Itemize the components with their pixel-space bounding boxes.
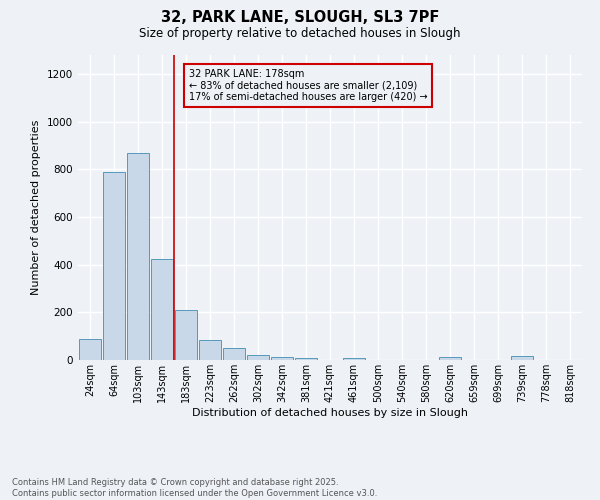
Text: 32 PARK LANE: 178sqm
← 83% of detached houses are smaller (2,109)
17% of semi-de: 32 PARK LANE: 178sqm ← 83% of detached h… (189, 68, 428, 102)
Text: Size of property relative to detached houses in Slough: Size of property relative to detached ho… (139, 28, 461, 40)
Bar (223, 348, 245, 360)
Bar (247, 355, 269, 360)
Bar (151, 258, 173, 360)
Bar (271, 357, 293, 360)
Bar (199, 340, 221, 360)
Bar (295, 358, 317, 360)
Bar (511, 356, 533, 360)
Bar (343, 358, 365, 360)
Bar (175, 310, 197, 360)
Text: Contains HM Land Registry data © Crown copyright and database right 2025.
Contai: Contains HM Land Registry data © Crown c… (12, 478, 377, 498)
X-axis label: Distribution of detached houses by size in Slough: Distribution of detached houses by size … (192, 408, 468, 418)
Text: 32, PARK LANE, SLOUGH, SL3 7PF: 32, PARK LANE, SLOUGH, SL3 7PF (161, 10, 439, 25)
Bar (127, 152, 149, 360)
Bar (439, 357, 461, 360)
Bar (79, 338, 101, 360)
Y-axis label: Number of detached properties: Number of detached properties (31, 120, 41, 295)
Bar (103, 172, 125, 360)
